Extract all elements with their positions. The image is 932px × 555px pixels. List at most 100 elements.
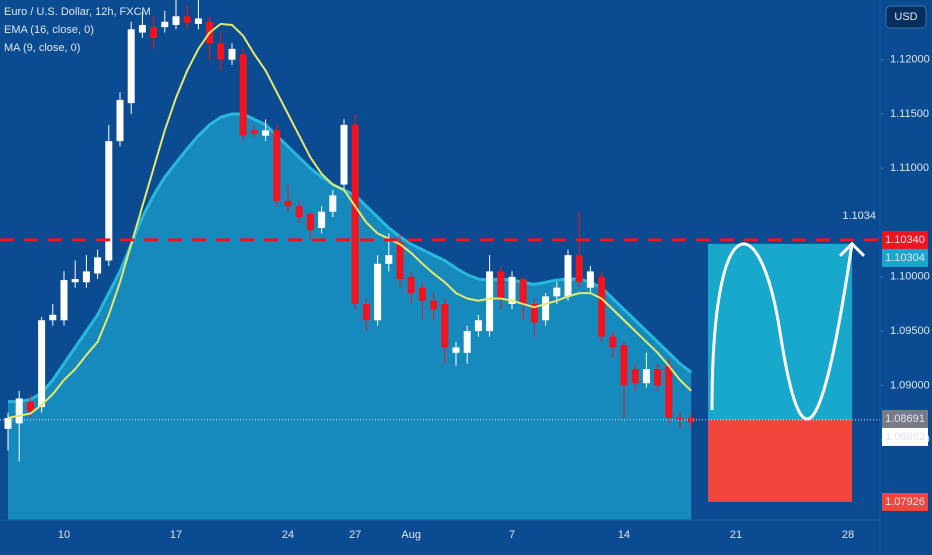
candle-body <box>105 141 113 261</box>
candle-body <box>228 48 236 60</box>
candle-body <box>26 401 34 412</box>
candle-body <box>687 417 695 423</box>
candle-body <box>71 278 79 283</box>
x-tick-label: 27 <box>349 529 361 541</box>
candle-body <box>127 29 135 104</box>
price-label: 1.07926 <box>885 496 925 508</box>
candle-body <box>250 130 258 134</box>
x-tick-label: 24 <box>282 529 294 541</box>
candle-body <box>631 369 639 384</box>
price-label-box <box>882 427 928 446</box>
price-label-box <box>882 248 928 267</box>
y-tick-label: 1.09500 <box>890 325 930 337</box>
x-tick-label: 7 <box>509 529 515 541</box>
candle-body <box>654 369 662 386</box>
candle-body <box>116 99 124 142</box>
candle-body <box>418 287 426 301</box>
x-tick-label: 28 <box>842 529 854 541</box>
price-label-box <box>882 230 928 249</box>
candle-body <box>508 276 516 304</box>
price-label: 1.08691 <box>885 413 925 425</box>
candle-body <box>609 336 617 348</box>
candle-body <box>497 271 505 299</box>
candle-body <box>530 303 538 323</box>
x-tick-label: 17 <box>170 529 182 541</box>
candle-body <box>519 278 527 304</box>
candle-body <box>486 271 494 332</box>
annotation: 1.1034 <box>842 210 876 222</box>
y-tick-label: 1.12000 <box>890 54 930 66</box>
candle-body <box>676 417 684 421</box>
y-tick-label: 1.09000 <box>890 379 930 391</box>
candle-body <box>396 242 404 279</box>
currency-button-label[interactable]: USD <box>894 11 917 23</box>
candle-body <box>620 345 628 386</box>
candle-body <box>284 200 292 207</box>
candle-body <box>362 303 370 321</box>
candle-body <box>542 296 550 321</box>
price-label-box <box>882 492 928 511</box>
candle-body <box>38 320 46 408</box>
legend-entry: EMA (16, close, 0) <box>4 24 94 36</box>
plot <box>0 0 880 520</box>
candle-body <box>463 331 471 353</box>
candle-body <box>553 287 561 297</box>
candle-body <box>183 16 191 23</box>
candle-body <box>194 18 202 24</box>
candle-body <box>150 27 158 38</box>
candle-body <box>318 211 326 228</box>
candle-body <box>329 195 337 212</box>
price-label-box <box>882 409 928 428</box>
candle-body <box>474 320 482 332</box>
legend-entry: MA (9, close, 0) <box>4 42 80 54</box>
price-label: 1.08682 <box>885 431 925 443</box>
candle-body <box>441 303 449 348</box>
candle-body <box>172 16 180 25</box>
candle-body <box>15 398 23 424</box>
candle-body <box>295 206 303 218</box>
candle-body <box>374 263 382 321</box>
candle-body <box>430 300 438 310</box>
candle-body <box>598 276 606 337</box>
candle-body <box>262 130 270 136</box>
chart-title: Euro / U.S. Dollar, 12h, FXCM <box>4 6 151 18</box>
candle-body <box>138 24 146 33</box>
position-loss <box>708 419 852 502</box>
candle-body <box>385 255 393 264</box>
candle-body <box>60 280 68 321</box>
candle-body <box>239 54 247 136</box>
drawing-curve <box>710 242 854 421</box>
candle-body <box>82 271 90 283</box>
ema-line <box>7 22 692 419</box>
ma-area <box>8 113 692 520</box>
y-tick-label: 1.11500 <box>890 108 929 120</box>
x-tick-label: 10 <box>58 529 70 541</box>
price-label: 1.10340 <box>885 234 925 246</box>
candle-body <box>564 255 572 297</box>
candle-body <box>665 365 673 418</box>
candle-body <box>49 314 57 321</box>
y-tick-label: 1.10000 <box>890 271 930 283</box>
x-tick-label: 14 <box>618 529 630 541</box>
candle-body <box>217 43 225 60</box>
candle-body <box>575 255 583 283</box>
x-tick-label: 21 <box>730 529 742 541</box>
candle-body <box>306 213 314 231</box>
candle-body <box>4 417 12 429</box>
candle-body <box>351 124 359 304</box>
candle-body <box>642 369 650 384</box>
candle-body <box>407 276 415 294</box>
candle-body <box>340 124 348 185</box>
candle-body <box>94 257 102 274</box>
candle-body <box>586 271 594 288</box>
y-tick-label: 1.11000 <box>890 162 929 174</box>
candle-body <box>161 21 169 28</box>
candle-body <box>452 347 460 353</box>
currency-button[interactable] <box>885 5 927 29</box>
price-label: 1.10304 <box>885 252 925 264</box>
x-tick-label: Aug <box>401 529 421 541</box>
drawing-arrow <box>838 241 866 257</box>
candle-body <box>273 130 281 201</box>
